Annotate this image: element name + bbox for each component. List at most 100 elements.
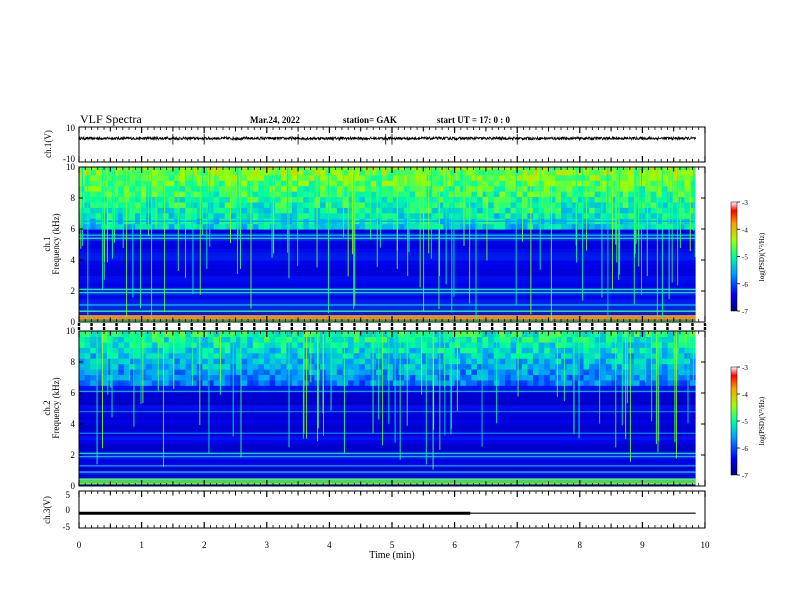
spectrogram-cell: [527, 379, 534, 386]
spectrogram-cell: [420, 341, 428, 348]
spectrogram-cell: [168, 180, 175, 187]
spectrogram-cell: [118, 167, 125, 170]
spectrogram-cell: [202, 379, 209, 386]
spectrogram-cell: [213, 185, 220, 192]
spectrogram-cell: [527, 368, 534, 375]
spectrogram-cell: [549, 336, 557, 343]
spectrogram-cell: [370, 169, 377, 176]
spectrogram-cell: [611, 363, 618, 370]
spectrogram-cell: [499, 352, 506, 359]
spectrogram-cell: [409, 352, 417, 359]
spectrogram-cell: [460, 174, 467, 181]
spectrogram-cell: [252, 379, 260, 386]
spectrogram-cell: [432, 223, 439, 230]
spectrogram-cell: [437, 207, 445, 214]
spectrogram-cell: [633, 358, 641, 365]
spectrogram-cell: [488, 374, 495, 381]
spectrogram-cell: [151, 201, 159, 208]
spectrogram-cell: [112, 347, 119, 354]
spectrogram-cell: [336, 167, 344, 170]
spectrogram-cell: [376, 336, 383, 343]
spectrogram-cell: [112, 223, 119, 230]
spectrogram-cell: [84, 331, 91, 338]
spectrogram-cell: [482, 207, 489, 214]
spectrogram-cell: [510, 196, 517, 203]
spectrogram-cell: [90, 196, 97, 203]
spectrogram-cell: [678, 207, 686, 214]
spectrogram-cell: [224, 352, 232, 359]
spectrogram-cell: [286, 212, 293, 219]
spectrogram-cell: [213, 174, 220, 181]
spectrogram-cell: [392, 212, 400, 219]
spectrogram-cell: [224, 191, 232, 198]
spectrogram-cell: [527, 358, 534, 365]
spectrogram-cell: [499, 185, 506, 192]
spectrogram-cell: [661, 180, 669, 187]
spectrogram-cell: [572, 358, 579, 365]
spectrogram-cell: [269, 341, 276, 348]
spectrogram-cell: [179, 363, 187, 370]
spectrogram-cell: [230, 212, 237, 219]
spectrogram-cell: [600, 212, 607, 219]
spectrogram-cell: [79, 363, 86, 370]
ch1-spec-ylabel-line2: Frequency (kHz): [51, 213, 61, 274]
spectrogram-cell: [521, 352, 529, 359]
spectrogram-cell: [549, 201, 557, 208]
spectrogram-cell: [583, 347, 590, 354]
spectrogram-cell: [544, 174, 551, 181]
spectrogram-cell: [555, 191, 562, 198]
spectrogram-cell: [320, 201, 327, 208]
spectrogram-cell: [174, 185, 181, 192]
spectrogram-cell: [678, 331, 686, 338]
spectrogram-cell: [673, 212, 680, 219]
spectrogram-cell: [488, 368, 495, 375]
spectrogram-cell: [678, 212, 686, 219]
spectrogram-cell: [90, 368, 97, 375]
spectrogram-cell: [163, 352, 170, 359]
spectrogram-cell: [353, 379, 360, 386]
spectrogram-bg-row: [79, 244, 705, 249]
spectrogram-cell: [684, 180, 691, 187]
spectrogram-cell: [118, 180, 125, 187]
spectrogram-cell: [661, 169, 669, 176]
spectrogram-cell: [521, 169, 529, 176]
spectrogram-cell: [650, 341, 658, 348]
spectrogram-cell: [381, 358, 388, 365]
spectrogram-cell: [639, 201, 646, 208]
spectrogram-cell: [538, 379, 545, 386]
spectrogram-cell: [168, 191, 175, 198]
spectrogram-cell: [605, 336, 613, 343]
spectrogram-cell: [549, 368, 557, 375]
spectrogram-cell: [482, 352, 489, 359]
spectrogram-cell: [258, 169, 265, 176]
spectrogram-cell: [572, 336, 579, 343]
spectrogram-cell: [510, 341, 517, 348]
spectrogram-cell: [611, 167, 618, 170]
spectrogram-cell: [331, 331, 338, 338]
spectrogram-cell: [577, 352, 585, 359]
spectrogram-cell: [415, 331, 422, 338]
spectrogram-cell: [566, 341, 573, 348]
spectrogram-cell: [364, 191, 372, 198]
spectrogram-cell: [280, 207, 288, 214]
spectrogram-cell: [566, 191, 573, 198]
spectrogram-cell: [493, 207, 501, 214]
spectrogram-cell: [95, 185, 103, 192]
spectrogram-cell: [325, 336, 332, 343]
spectrogram-cell: [151, 352, 159, 359]
spectrogram-cell: [348, 212, 355, 219]
spectrogram-cell: [207, 331, 215, 338]
spectrogram-cell: [292, 358, 299, 365]
spectrogram-cell: [163, 358, 170, 365]
spectrogram-cell: [364, 196, 372, 203]
spectrogram-cell: [219, 379, 226, 386]
spectrogram-cell: [690, 196, 697, 203]
spectrogram-cell: [112, 167, 119, 170]
spectrogram-cell: [460, 379, 467, 386]
spectrogram-cell: [123, 368, 131, 375]
spectrogram-cell: [135, 336, 142, 343]
spectrogram-cell: [566, 201, 573, 208]
spectrogram-cell: [207, 185, 215, 192]
spectrogram-cell: [280, 174, 288, 181]
spectrogram-cell: [308, 167, 316, 170]
